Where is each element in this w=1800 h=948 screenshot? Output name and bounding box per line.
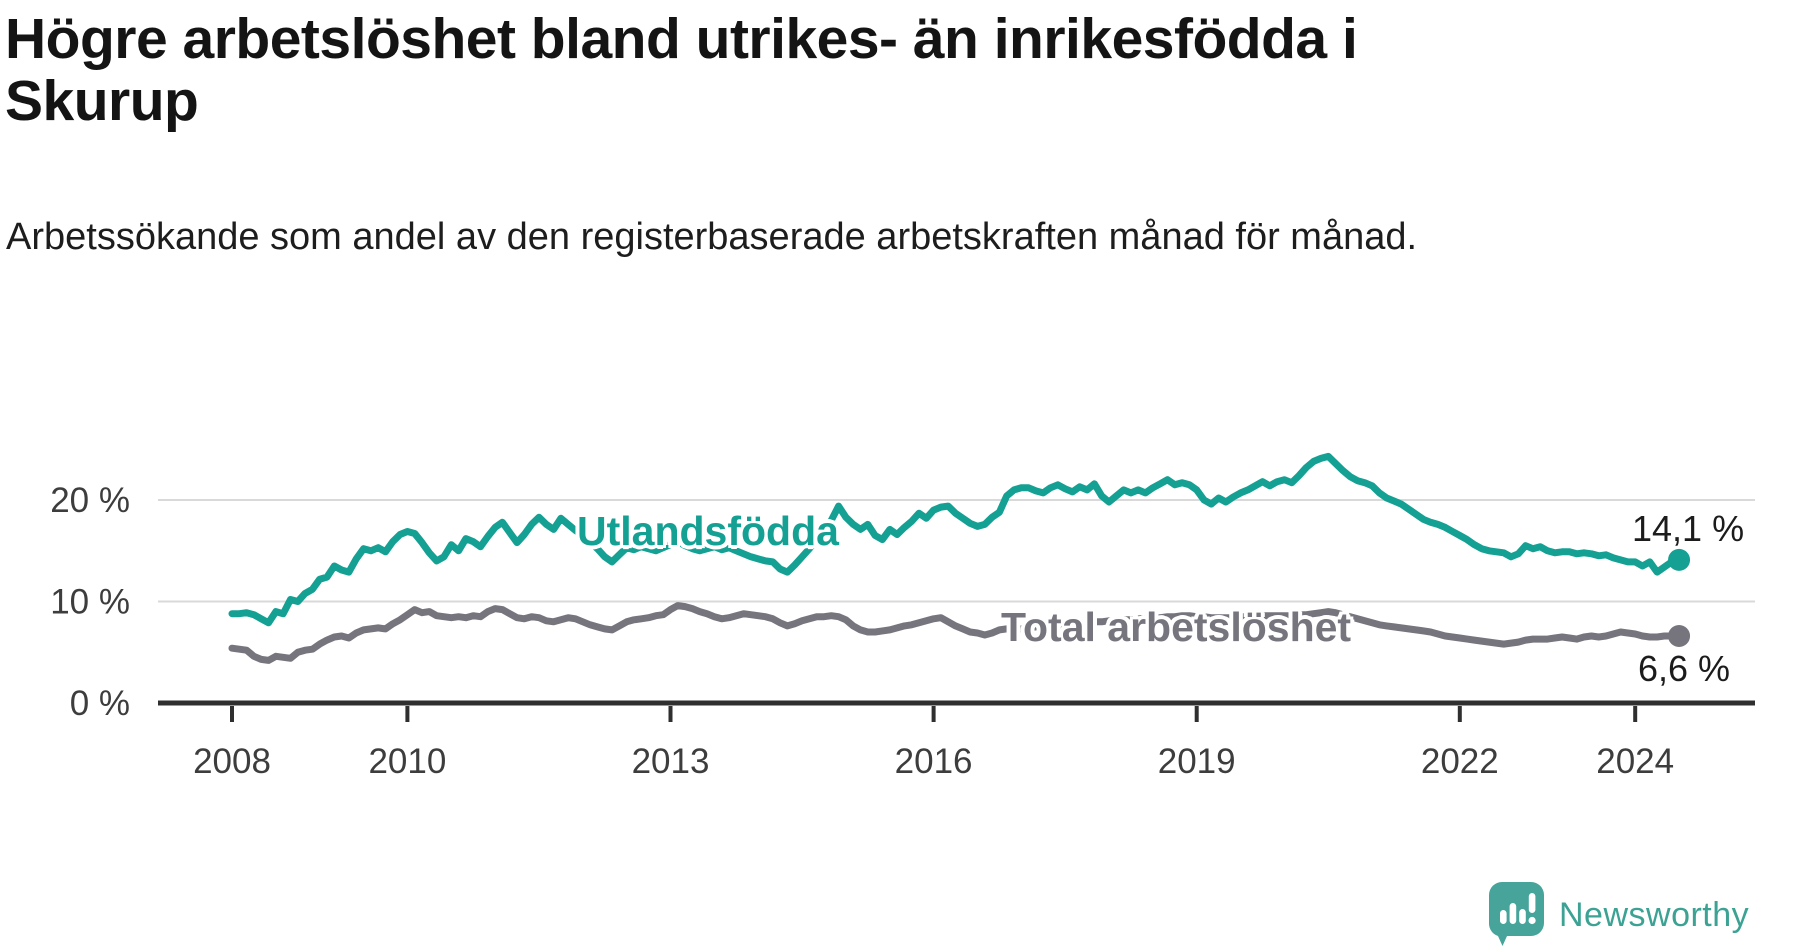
x-tick-label: 2013 [632, 742, 710, 781]
newsworthy-logo-text: Newsworthy [1559, 895, 1750, 934]
end-value-label-utlandsfodda: 14,1 % [1632, 508, 1745, 549]
page-subtitle: Arbetssökande som andel av den registerb… [6, 216, 1418, 258]
end-dots [1668, 548, 1691, 648]
newsworthy-logo[interactable]: Newsworthy [1489, 882, 1749, 948]
end-value-label-total: 6,6 % [1638, 648, 1731, 689]
series-lines [228, 452, 1683, 664]
x-axis-labels: 2008 2010 2013 2016 2019 2022 2024 [193, 742, 1674, 781]
y-tick-label: 10 % [50, 583, 130, 622]
series-label-utlandsfodda: Utlandsfödda [577, 508, 839, 554]
series-end-dot-0 [1668, 548, 1691, 571]
series-end-dot-1 [1668, 625, 1691, 648]
series-line-1 [228, 602, 1683, 664]
x-tick-label: 2016 [895, 742, 973, 781]
y-axis-labels: 0 % 10 % 20 % [50, 481, 130, 723]
x-tick-label: 2010 [368, 742, 446, 781]
y-tick-label: 20 % [50, 481, 130, 520]
gridlines [158, 499, 1755, 603]
logo-bar-2 [1509, 903, 1517, 924]
y-tick-label: 0 % [70, 684, 130, 723]
x-tick-label: 2022 [1421, 742, 1499, 781]
logo-bar-1 [1500, 910, 1507, 924]
newsworthy-logo-icon [1489, 882, 1544, 946]
x-axis [158, 700, 1755, 722]
series-line-0 [228, 452, 1683, 627]
logo-bar-3 [1519, 909, 1526, 924]
logo-exclamation-dot [1528, 916, 1536, 925]
x-tick-label: 2008 [193, 742, 271, 781]
page-title: Högre arbetslöshet bland utrikes- än inr… [5, 7, 1358, 134]
series-label-total-arbetsloshet: Total arbetslöshet [1001, 604, 1352, 650]
logo-bubble [1489, 882, 1544, 946]
logo-exclamation-stem [1528, 893, 1536, 913]
x-tick-label: 2024 [1596, 742, 1674, 781]
x-tick-label: 2019 [1158, 742, 1236, 781]
